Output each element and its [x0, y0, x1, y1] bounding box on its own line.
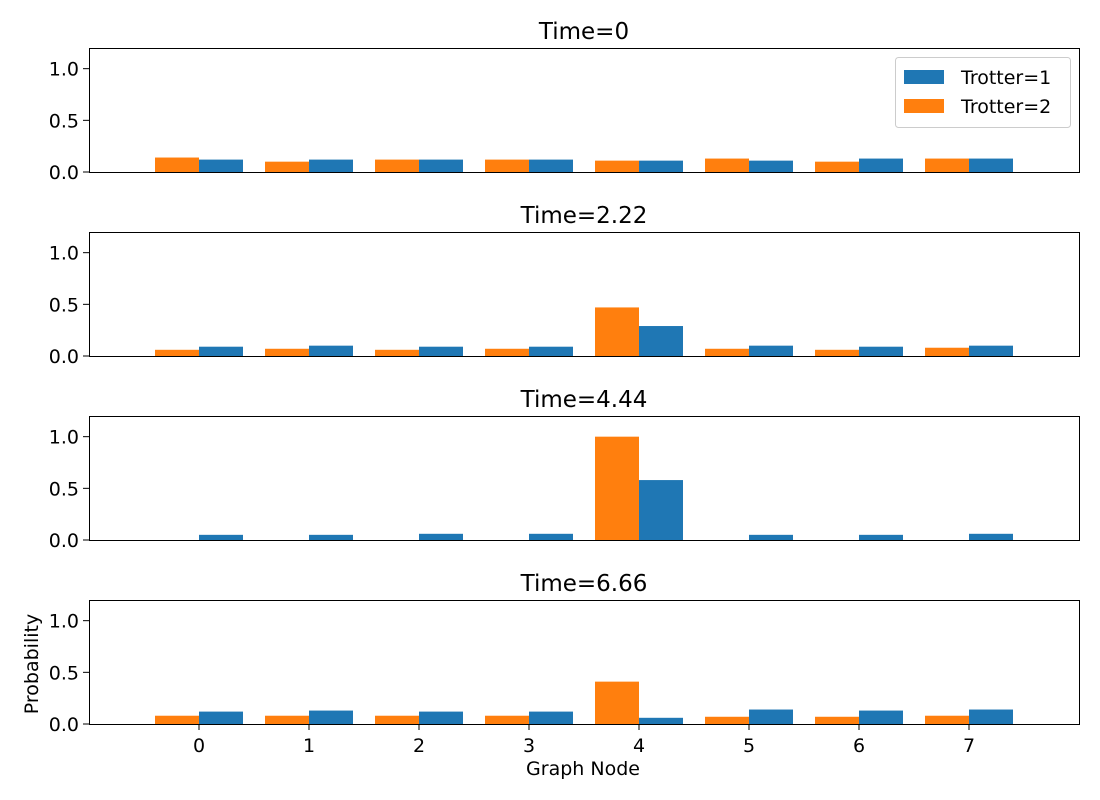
bar-trotter2 [595, 307, 639, 356]
y-tick-label: 0.5 [49, 294, 79, 316]
y-tick-label: 0.0 [49, 530, 79, 552]
chart-panels: Time=0 0.0 0.5 1.0 Trotter=1 Trotter=2 Time=2.… [21, 19, 1080, 780]
bar-trotter2 [705, 158, 749, 172]
bar-trotter1 [309, 534, 353, 540]
chart-panel: Time=4.44 0.0 0.5 1.0 [49, 387, 1080, 552]
y-tick-label: 0.0 [49, 714, 79, 736]
x-tick-label: 3 [523, 735, 535, 757]
bar-trotter2 [595, 160, 639, 172]
panel-title: Time=2.22 [520, 203, 648, 229]
y-tick-label: 1.0 [49, 243, 79, 265]
y-tick-label: 1.0 [49, 427, 79, 449]
legend-label: Trotter=2 [960, 96, 1051, 118]
bar-trotter2 [705, 348, 749, 356]
legend-swatch [904, 70, 944, 84]
bar-trotter2 [155, 157, 199, 172]
bar-trotter2 [375, 349, 419, 356]
legend: Trotter=1 Trotter=2 [895, 57, 1071, 128]
bar-trotter1 [199, 159, 243, 172]
x-tick-label: 2 [413, 735, 425, 757]
bar-trotter2 [485, 715, 529, 724]
panel-title: Time=6.66 [520, 571, 648, 597]
y-tick-label: 0.5 [49, 478, 79, 500]
y-tick-label: 0.0 [49, 162, 79, 184]
y-tick-label: 0.5 [49, 110, 79, 132]
bar-trotter1 [749, 709, 793, 724]
x-tick-label: 1 [303, 735, 315, 757]
panel-title: Time=4.44 [520, 387, 648, 413]
bar-trotter1 [749, 345, 793, 356]
bar-trotter2 [375, 159, 419, 172]
bar-trotter1 [969, 709, 1013, 724]
bar-trotter1 [749, 534, 793, 540]
bar-trotter1 [419, 159, 463, 172]
bar-trotter1 [309, 710, 353, 724]
x-tick-label: 5 [743, 735, 755, 757]
bar-trotter1 [419, 346, 463, 356]
bar-trotter1 [969, 345, 1013, 356]
bar-trotter2 [815, 161, 859, 172]
bar-trotter2 [155, 715, 199, 724]
chart-panel: Time=0 0.0 0.5 1.0 Trotter=1 Trotter=2 [49, 19, 1080, 184]
legend-label: Trotter=1 [960, 67, 1051, 89]
bar-trotter1 [639, 717, 683, 724]
bar-trotter2 [485, 159, 529, 172]
bar-trotter1 [199, 534, 243, 540]
bar-trotter2 [705, 716, 749, 724]
x-tick-label: 0 [193, 735, 205, 757]
x-tick-label: 6 [853, 735, 865, 757]
bar-trotter2 [925, 158, 969, 172]
bar-trotter2 [815, 716, 859, 724]
bar-trotter1 [199, 711, 243, 724]
bar-trotter2 [265, 348, 309, 356]
chart-panel: Time=6.66 0.0 0.5 1.0 0 1 2 3 4 5 6 7 Graph Node Prob… [21, 571, 1080, 780]
bar-trotter1 [969, 533, 1013, 540]
bar-trotter1 [859, 534, 903, 540]
bar-trotter1 [859, 710, 903, 724]
bar-trotter1 [309, 345, 353, 356]
bar-trotter1 [199, 346, 243, 356]
x-tick-label: 4 [633, 735, 645, 757]
bar-trotter1 [419, 533, 463, 540]
x-axis-label: Graph Node [526, 758, 640, 780]
bar-trotter1 [639, 160, 683, 172]
bar-trotter1 [859, 346, 903, 356]
bar-trotter1 [749, 160, 793, 172]
y-tick-label: 0.5 [49, 662, 79, 684]
bar-trotter2 [925, 347, 969, 356]
y-tick-label: 1.0 [49, 611, 79, 633]
bar-trotter2 [595, 681, 639, 724]
bar-trotter2 [925, 715, 969, 724]
axis-frame [89, 600, 1080, 725]
bar-trotter2 [815, 349, 859, 356]
bar-trotter2 [595, 436, 639, 540]
bar-trotter1 [529, 711, 573, 724]
bar-trotter2 [485, 348, 529, 356]
y-tick-label: 1.0 [49, 59, 79, 81]
bar-trotter1 [639, 326, 683, 356]
bar-trotter2 [375, 715, 419, 724]
chart-panel: Time=2.22 0.0 0.5 1.0 [49, 203, 1080, 368]
bar-trotter1 [529, 346, 573, 356]
bar-trotter1 [419, 711, 463, 724]
bar-trotter1 [529, 533, 573, 540]
bar-trotter2 [265, 715, 309, 724]
bar-trotter2 [155, 349, 199, 356]
bar-trotter1 [529, 159, 573, 172]
axis-frame [89, 416, 1080, 541]
bar-trotter2 [265, 161, 309, 172]
bar-trotter1 [859, 158, 903, 172]
y-tick-label: 0.0 [49, 346, 79, 368]
axis-frame [89, 232, 1080, 357]
legend-swatch [904, 99, 944, 113]
y-axis-label: Probability [21, 614, 43, 714]
axis-frame [89, 48, 1080, 173]
bar-trotter1 [309, 159, 353, 172]
bar-trotter1 [969, 158, 1013, 172]
panel-title: Time=0 [538, 19, 629, 45]
bar-trotter1 [639, 480, 683, 540]
x-tick-label: 7 [963, 735, 975, 757]
